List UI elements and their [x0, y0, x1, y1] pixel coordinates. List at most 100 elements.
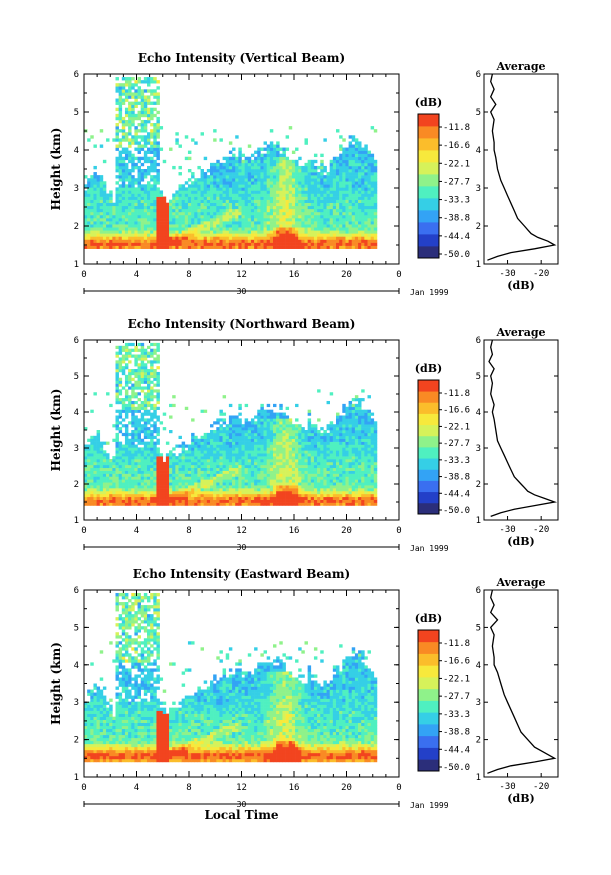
heatmap-cell — [184, 450, 189, 454]
heatmap-cell — [263, 490, 267, 495]
heatmap-cell — [279, 159, 283, 164]
heatmap-cell — [131, 441, 135, 445]
heatmap-cell — [203, 190, 208, 194]
heatmap-cell — [345, 221, 349, 225]
heatmap-cell — [87, 459, 91, 463]
heatmap-cell — [304, 138, 308, 142]
heatmap-cell — [238, 473, 242, 477]
heatmap-cell — [124, 354, 129, 358]
heatmap-cell — [235, 444, 239, 448]
heatmap-cell — [364, 153, 368, 158]
heatmap-cell — [317, 233, 321, 237]
heatmap-cell — [304, 169, 308, 173]
heatmap-cell — [156, 400, 160, 405]
heatmap-cell — [162, 242, 167, 246]
heatmap-cell — [244, 485, 249, 489]
heatmap-cell — [269, 218, 274, 222]
heatmap-cell — [197, 211, 201, 216]
heatmap-cell — [241, 438, 245, 442]
heatmap-cell — [194, 447, 198, 451]
heatmap-cell — [187, 476, 192, 480]
heatmap-cell — [247, 221, 252, 225]
heatmap-cell — [200, 488, 204, 492]
heatmap-cell — [332, 205, 337, 210]
heatmap-cell — [348, 150, 353, 154]
heatmap-cell — [150, 374, 154, 379]
heatmap-cell — [364, 233, 368, 237]
heatmap-cell — [118, 175, 123, 179]
heatmap-cell — [140, 342, 145, 347]
heatmap-cell — [342, 205, 346, 210]
heatmap-cell — [260, 159, 264, 164]
heatmap-cell — [124, 224, 129, 228]
heatmap-cell — [225, 236, 230, 240]
colorbar-label: -38.8 — [443, 214, 470, 224]
heatmap-cell — [140, 473, 145, 477]
heatmap-cell — [298, 178, 302, 182]
heatmap-cell — [367, 172, 371, 176]
heatmap-cell — [147, 485, 151, 489]
heatmap-cell — [273, 162, 277, 167]
heatmap-cell — [87, 499, 91, 503]
heatmap-cell — [147, 239, 151, 243]
heatmap-cell — [137, 184, 141, 188]
heatmap-cell — [197, 184, 201, 188]
heatmap-cell — [128, 354, 132, 358]
heatmap-cell — [336, 227, 340, 231]
heatmap-cell — [147, 184, 151, 188]
heatmap-cell — [250, 432, 255, 437]
heatmap-cell — [266, 432, 271, 437]
heatmap-cell — [96, 230, 101, 234]
heatmap-cell — [213, 199, 217, 204]
heatmap-cell — [269, 144, 274, 148]
heatmap-cell — [187, 218, 192, 222]
colorbar-label: -27.7 — [443, 177, 470, 187]
heatmap-cell — [99, 208, 104, 213]
heatmap-cell — [279, 230, 283, 234]
heatmap-cell — [84, 190, 88, 194]
heatmap-cell — [273, 470, 277, 474]
heatmap-cell — [99, 490, 104, 495]
heatmap-cell — [206, 178, 211, 182]
heatmap-cell — [175, 470, 179, 474]
heatmap-cell — [345, 147, 349, 151]
heatmap-cell — [96, 499, 101, 503]
heatmap-cell — [250, 467, 255, 471]
heatmap-cell — [121, 485, 126, 489]
heatmap-cell — [197, 438, 201, 442]
heatmap-cell — [153, 169, 157, 173]
heatmap-cell — [232, 441, 236, 445]
heatmap-cell — [263, 211, 267, 216]
heatmap-cell — [235, 488, 239, 492]
heatmap-cell — [128, 153, 132, 158]
heatmap-cell — [106, 242, 110, 246]
heatmap-cell — [326, 208, 330, 213]
heatmap-cell — [351, 147, 356, 151]
heatmap-cell — [228, 488, 233, 492]
heatmap-cell — [291, 239, 296, 243]
heatmap-cell — [210, 493, 214, 498]
heatmap-cell — [194, 218, 198, 222]
heatmap-cell — [134, 193, 138, 197]
heatmap-cell — [143, 369, 148, 373]
heatmap-cell — [206, 473, 211, 477]
heatmap-cell — [320, 236, 324, 240]
heatmap-cell — [373, 233, 378, 237]
heatmap-cell — [216, 461, 220, 466]
heatmap-cell — [96, 461, 101, 466]
heatmap-cell — [210, 482, 214, 486]
heatmap-cell — [276, 150, 280, 154]
heatmap-cell — [235, 227, 239, 231]
heatmap-cell — [282, 196, 286, 200]
heatmap-cell — [184, 493, 189, 498]
heatmap-cell — [235, 214, 239, 219]
heatmap-cell — [244, 432, 249, 437]
heatmap-cell — [109, 236, 113, 240]
heatmap-cell — [323, 193, 327, 197]
heatmap-cell — [134, 421, 138, 425]
heatmap-cell — [247, 473, 252, 477]
heatmap-cell — [329, 165, 334, 170]
heatmap-cell — [326, 224, 330, 228]
heatmap-cell — [96, 479, 101, 483]
heatmap-cell — [184, 135, 189, 139]
